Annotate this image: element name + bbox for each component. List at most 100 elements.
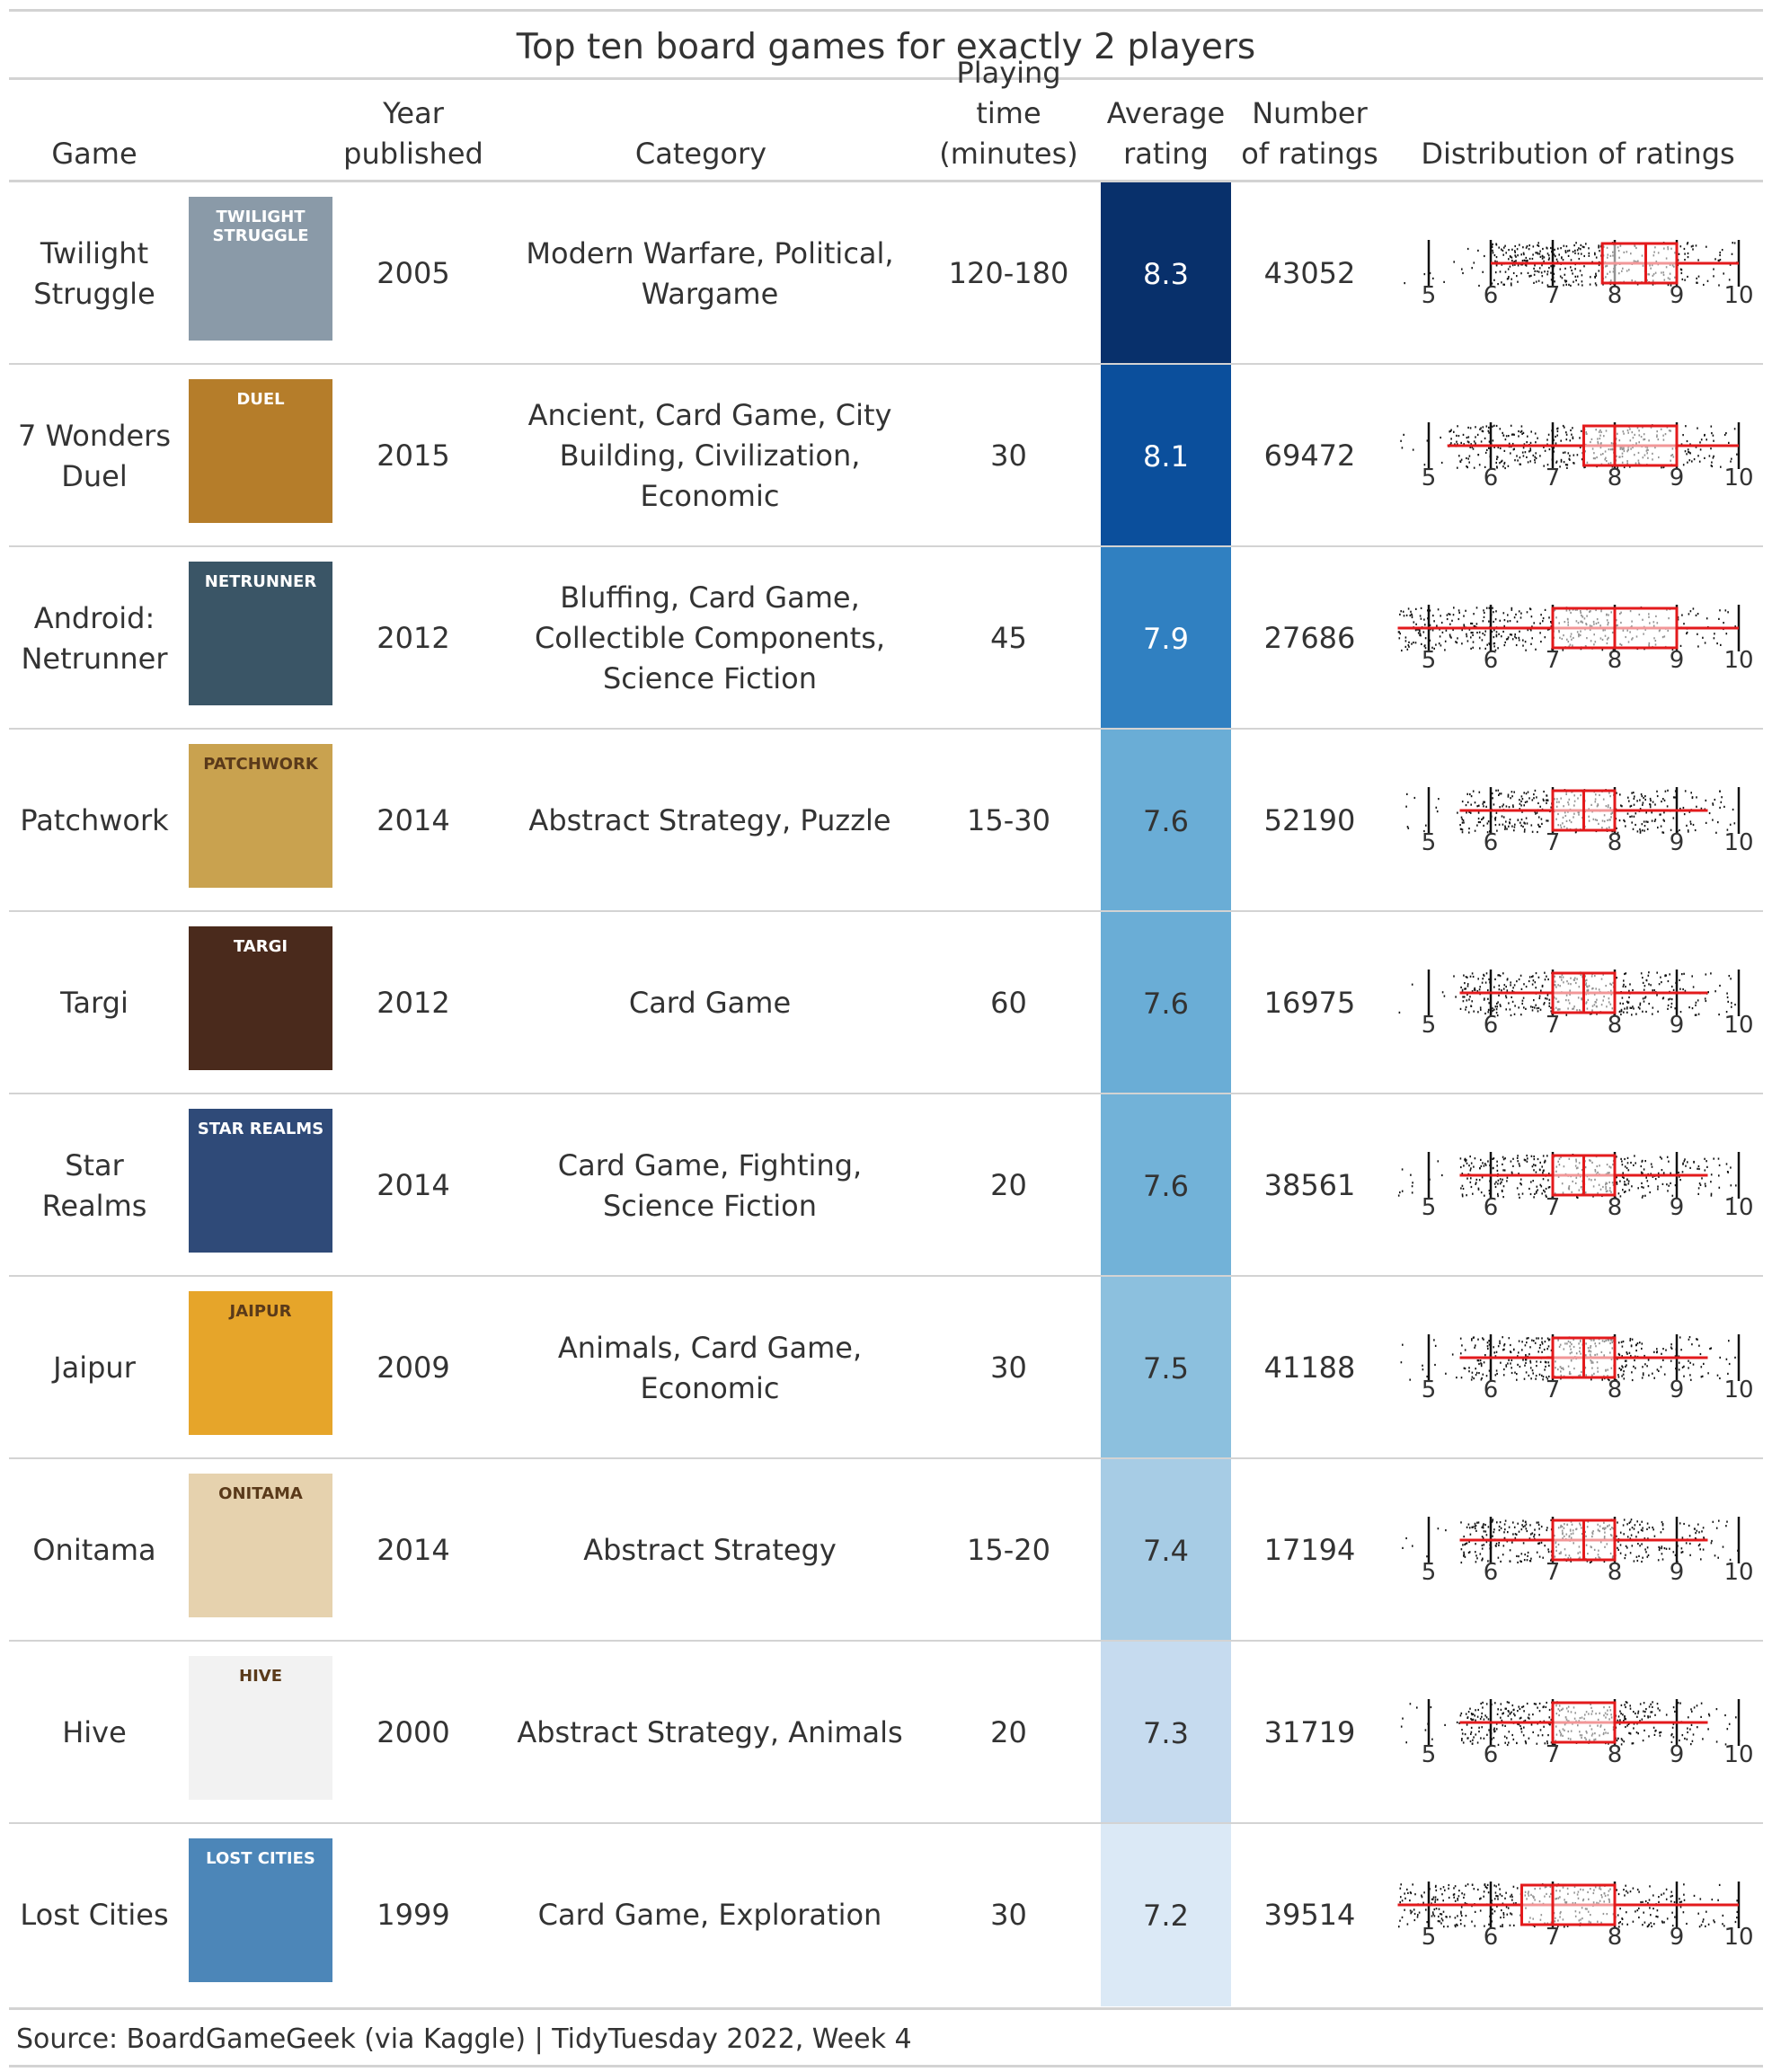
rating-point bbox=[1616, 1181, 1618, 1183]
rating-point bbox=[1453, 1893, 1456, 1896]
rating-point bbox=[1487, 1526, 1490, 1528]
rating-point bbox=[1548, 998, 1551, 1001]
rating-point bbox=[1468, 828, 1470, 830]
rating-point bbox=[1638, 1554, 1640, 1557]
rating-point bbox=[1657, 1172, 1660, 1174]
rating-point bbox=[1497, 1708, 1499, 1711]
rating-point bbox=[1444, 1723, 1446, 1726]
rating-point bbox=[1544, 1191, 1546, 1193]
rating-point bbox=[1461, 1738, 1463, 1740]
rating-point bbox=[1460, 1548, 1463, 1551]
rating-point bbox=[1512, 271, 1515, 275]
rating-point bbox=[1637, 1712, 1639, 1714]
rating-point bbox=[1483, 1338, 1484, 1341]
rating-point bbox=[1621, 1375, 1623, 1377]
rating-point bbox=[1467, 457, 1469, 460]
rating-point bbox=[1617, 1914, 1619, 1917]
rating-point bbox=[1479, 1553, 1482, 1555]
rating-point bbox=[1539, 805, 1541, 808]
rating-point bbox=[1641, 1377, 1644, 1379]
rating-point bbox=[1452, 628, 1454, 632]
rating-point bbox=[1492, 607, 1493, 609]
rating-point bbox=[1501, 635, 1502, 638]
rating-point bbox=[1460, 1923, 1462, 1926]
rating-point bbox=[1687, 242, 1689, 244]
rating-point bbox=[1509, 819, 1511, 821]
rating-point bbox=[1470, 795, 1473, 798]
rating-point bbox=[1617, 1192, 1620, 1195]
rating-point bbox=[1471, 622, 1474, 625]
rating-point bbox=[1548, 1708, 1551, 1712]
rating-point bbox=[1444, 640, 1447, 642]
rating-point bbox=[1505, 1891, 1507, 1894]
rating-point bbox=[1650, 799, 1652, 802]
rating-point bbox=[1653, 1923, 1655, 1926]
rating-point bbox=[1715, 1740, 1718, 1743]
rating-point bbox=[1480, 1164, 1483, 1167]
rating-point bbox=[1633, 1007, 1635, 1010]
rating-point bbox=[1629, 815, 1631, 819]
rating-point bbox=[1494, 649, 1497, 651]
rating-point bbox=[1516, 1378, 1518, 1381]
rating-point bbox=[1485, 1375, 1488, 1377]
rating-point bbox=[1538, 1702, 1541, 1705]
rating-point bbox=[1520, 795, 1523, 798]
rating-point bbox=[1483, 1523, 1484, 1526]
rating-point bbox=[1502, 1349, 1504, 1351]
rating-point bbox=[1637, 1006, 1640, 1009]
rating-point bbox=[1692, 244, 1694, 247]
rating-point bbox=[1547, 1548, 1549, 1551]
rating-point bbox=[1652, 1526, 1653, 1529]
rating-point bbox=[1502, 1178, 1503, 1181]
rating-point bbox=[1564, 464, 1567, 466]
rating-point bbox=[1496, 1521, 1498, 1524]
col-header-category: Category bbox=[634, 137, 767, 171]
rating-point bbox=[1565, 1014, 1568, 1016]
rating-point bbox=[1485, 805, 1487, 808]
rating-point bbox=[1460, 1352, 1462, 1355]
rating-point bbox=[1481, 1377, 1483, 1379]
rating-point bbox=[1661, 1545, 1663, 1548]
rating-point bbox=[1708, 455, 1711, 457]
rating-point bbox=[1679, 245, 1682, 248]
rating-point bbox=[1546, 438, 1548, 441]
rating-point bbox=[1681, 973, 1683, 976]
rating-point bbox=[1484, 630, 1486, 633]
rating-point bbox=[1581, 429, 1582, 432]
rating-point bbox=[1639, 799, 1641, 801]
rating-point bbox=[1538, 995, 1541, 997]
rating-point bbox=[1488, 1923, 1490, 1926]
rating-point bbox=[1525, 260, 1527, 262]
rating-point bbox=[1546, 1527, 1548, 1529]
rating-point bbox=[1704, 1182, 1706, 1185]
rating-point bbox=[1472, 1526, 1474, 1528]
year-published: 2000 bbox=[377, 1715, 450, 1749]
rating-point bbox=[1511, 259, 1513, 262]
rating-point bbox=[1512, 433, 1514, 436]
rating-point bbox=[1485, 1703, 1488, 1705]
rating-point bbox=[1498, 1542, 1500, 1545]
rating-point bbox=[1594, 282, 1597, 285]
rating-point bbox=[1635, 1367, 1636, 1369]
rating-distribution-plot: 5 6 7 8 9 10 bbox=[1400, 422, 1754, 491]
rating-point bbox=[1457, 1898, 1458, 1900]
rating-point bbox=[1530, 1723, 1533, 1726]
rating-point bbox=[1580, 244, 1582, 246]
rating-point bbox=[1688, 1006, 1690, 1009]
rating-point bbox=[1502, 1554, 1504, 1556]
rating-point bbox=[1444, 1889, 1446, 1891]
rating-point bbox=[1470, 1185, 1473, 1189]
rating-point bbox=[1688, 1716, 1689, 1719]
average-rating-cell: 7.4 bbox=[1101, 1459, 1231, 1642]
rating-point bbox=[1509, 633, 1511, 636]
rating-point bbox=[1487, 429, 1490, 432]
rating-point bbox=[1517, 1160, 1519, 1163]
rating-point bbox=[1632, 1920, 1635, 1923]
rating-point bbox=[1488, 978, 1490, 980]
rating-point bbox=[1512, 1709, 1515, 1712]
rating-point bbox=[1690, 1723, 1693, 1726]
rating-point bbox=[1661, 1352, 1662, 1355]
rating-point bbox=[1482, 270, 1484, 273]
rating-point bbox=[1471, 972, 1474, 975]
rating-point bbox=[1417, 632, 1420, 634]
